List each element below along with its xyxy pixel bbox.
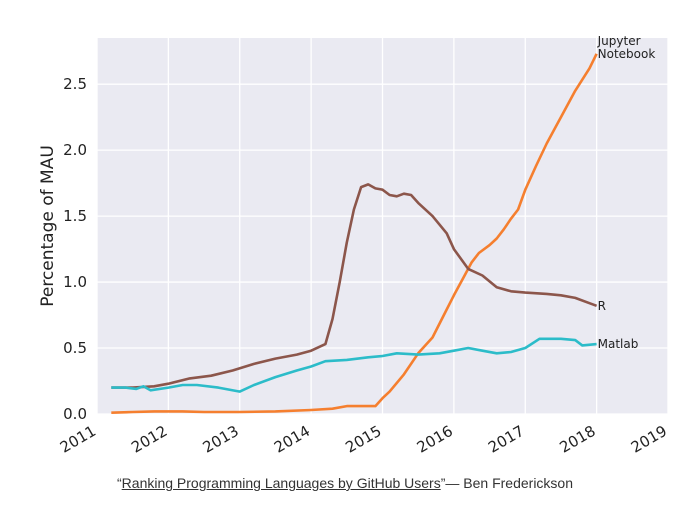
x-tick-label: 2016 [414, 422, 456, 457]
y-tick-label: 1.5 [63, 207, 87, 225]
x-tick-label: 2017 [485, 422, 527, 457]
series-label: R [598, 299, 606, 313]
caption-quote-close: ” [440, 475, 446, 491]
series-label: Jupyter [597, 34, 641, 48]
y-tick-label: 0.0 [63, 405, 87, 423]
y-tick-label: 1.0 [63, 273, 87, 291]
series-label: Matlab [598, 337, 639, 351]
series-line [111, 337, 597, 393]
x-tick-label: 2018 [557, 422, 599, 457]
line-chart: 2011 2012 2013 2014 2015 2016 2017 2018 2019 0.0 0… [38, 34, 670, 457]
series-line [111, 183, 598, 389]
series-line [111, 53, 598, 414]
source-link[interactable]: Ranking Programming Languages by GitHub … [121, 475, 441, 491]
y-tick-label: 2.0 [63, 141, 87, 159]
x-tick-label: 2013 [200, 422, 242, 457]
y-axis-label: Percentage of MAU [38, 145, 58, 307]
caption-author: — Ben Frederickson [445, 475, 573, 491]
x-tick-label: 2015 [342, 422, 384, 457]
x-tick-label: 2011 [57, 422, 99, 457]
caption-quote-open: “ [117, 475, 122, 491]
chart-caption: “Ranking Programming Languages by GitHub… [0, 475, 690, 491]
y-tick-label: 0.5 [63, 339, 87, 357]
x-tick-label: 2014 [271, 422, 313, 457]
series-label: Notebook [598, 47, 656, 61]
x-tick-label: 2019 [628, 422, 670, 457]
x-tick-label: 2012 [128, 422, 170, 457]
series-lines [111, 53, 598, 414]
y-tick-label: 2.5 [63, 75, 87, 93]
grid-lines [96, 38, 669, 415]
